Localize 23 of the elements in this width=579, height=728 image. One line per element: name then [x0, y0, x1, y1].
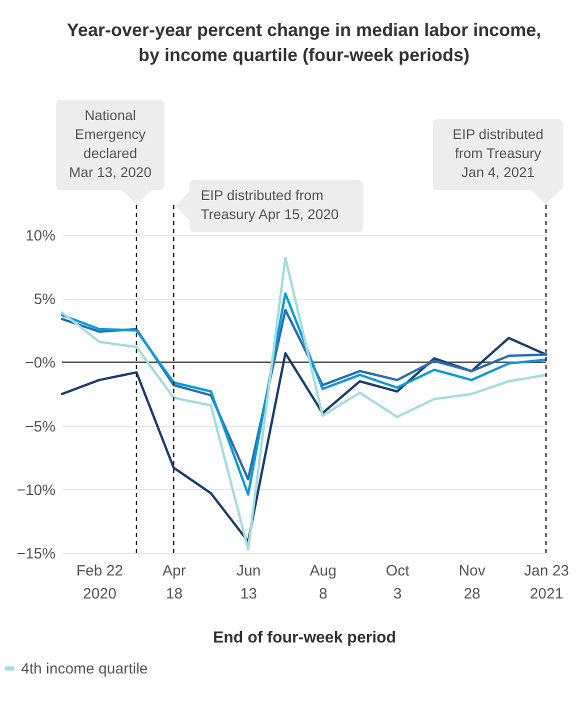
y-tick-label: 10%: [25, 228, 56, 244]
x-tick-label: Jun 13: [236, 562, 261, 602]
y-tick-label: 5%: [34, 291, 56, 308]
y-tick-label: −15%: [16, 546, 56, 562]
legend-label: 4th income quartile: [21, 660, 148, 678]
y-tick-label: −0%: [25, 354, 56, 372]
x-tick-label: Jan 23 2021: [524, 562, 570, 602]
y-tick-label: −10%: [16, 482, 56, 499]
x-tick-label: Oct 3: [386, 562, 410, 602]
x-tick-label: Apr 18: [162, 562, 186, 602]
ref-line-label: EIP distributed from Treasury Jan 4, 2021: [452, 126, 544, 180]
x-axis-title: End of four-week period: [212, 630, 396, 646]
chart-title: Year-over-year percent change in median labor income, by income quartile (four-week periods): [66, 20, 542, 65]
line-series: [60, 256, 548, 550]
y-tick-label: −5%: [25, 418, 56, 436]
line-series: [60, 336, 548, 543]
line-series: [60, 308, 548, 480]
x-tick-label: Nov 28: [458, 562, 486, 602]
x-tick-label: Aug 8: [310, 562, 336, 602]
x-tick-label: Feb 22 2020: [76, 562, 124, 602]
line-series: [60, 292, 548, 496]
ref-line-label: National Emergency declared Mar 13, 2020: [69, 107, 152, 180]
ref-line-label: EIP distributed from Treasury Apr 15, 2020: [200, 187, 339, 222]
